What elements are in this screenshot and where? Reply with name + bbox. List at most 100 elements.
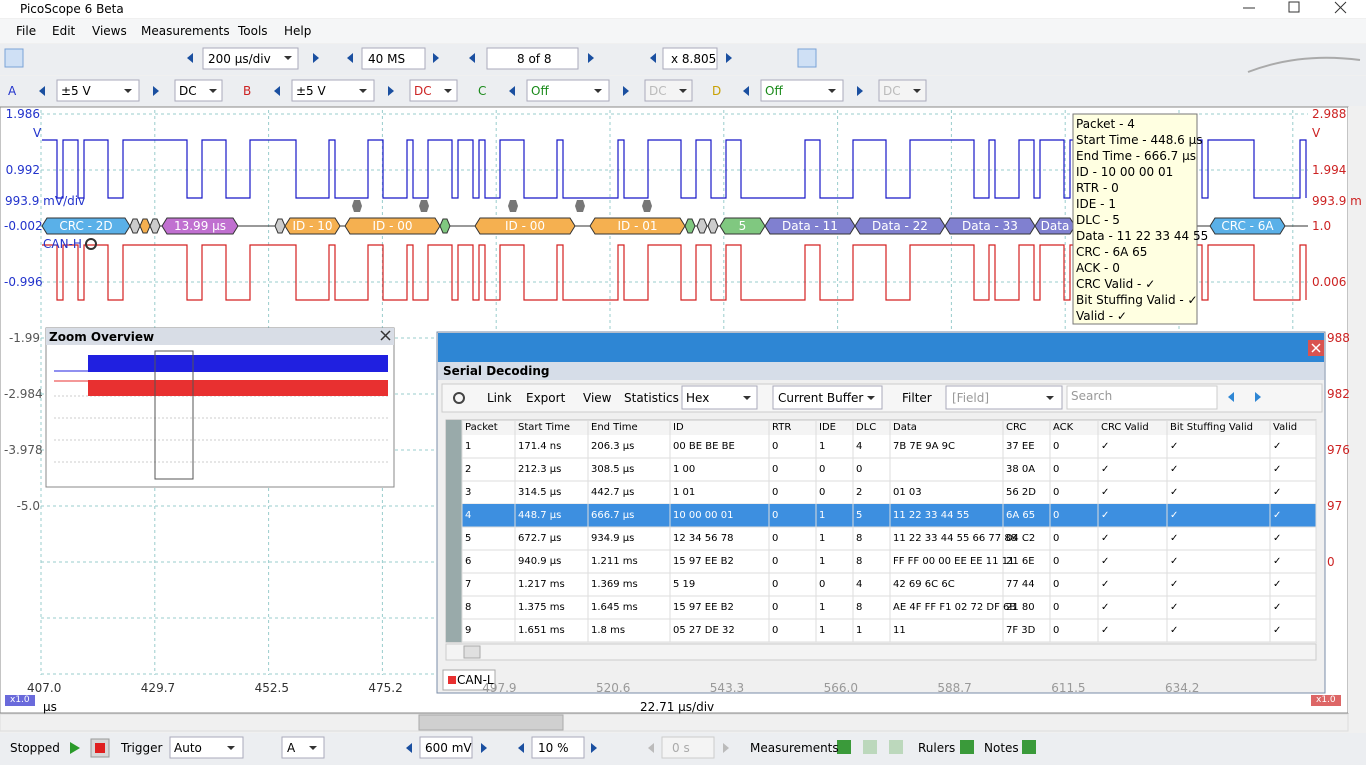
arrow-button[interactable] xyxy=(469,53,475,63)
decode-segment[interactable] xyxy=(284,217,341,235)
coupling-value[interactable]: DC xyxy=(883,84,901,98)
arrow-button[interactable] xyxy=(648,743,654,753)
arrow-button[interactable] xyxy=(274,86,280,96)
arrow-button[interactable] xyxy=(591,743,597,753)
column-header: Packet xyxy=(465,422,498,433)
dropdown-arrow[interactable] xyxy=(1046,396,1054,400)
table-cell: 05 27 DE 32 xyxy=(673,625,735,636)
menu-item[interactable]: Views xyxy=(92,24,127,38)
toolbar-button[interactable]: View xyxy=(583,391,612,405)
range-value[interactable]: ±5 V xyxy=(61,84,91,98)
arrow-button[interactable] xyxy=(347,53,353,63)
dropdown-arrow[interactable] xyxy=(359,89,367,93)
dropdown-arrow[interactable] xyxy=(679,89,687,93)
arrow-button[interactable] xyxy=(313,53,319,63)
dropdown-arrow[interactable] xyxy=(913,89,921,93)
table-cell: 8 xyxy=(856,602,863,613)
search-input[interactable]: Search xyxy=(1071,389,1113,403)
table-cell: 1 xyxy=(819,556,826,567)
arrow-button[interactable] xyxy=(406,743,412,753)
dropdown-arrow[interactable] xyxy=(227,746,235,750)
dropdown-arrow[interactable] xyxy=(594,89,602,93)
arrow-button[interactable] xyxy=(588,53,594,63)
arrow-button[interactable] xyxy=(433,53,439,63)
h-scrollbar xyxy=(445,643,1317,661)
table-cell: 1 01 xyxy=(673,487,696,498)
close[interactable] xyxy=(1334,1,1347,14)
tooltip-line: CRC - 6A 65 xyxy=(1076,245,1148,259)
trigger-channel-value[interactable]: A xyxy=(287,741,296,755)
menu-item[interactable]: Measurements xyxy=(141,24,230,38)
row-header xyxy=(446,420,462,642)
filter-button[interactable]: Filter xyxy=(902,391,932,405)
arrow-button[interactable] xyxy=(650,53,656,63)
arrow-button[interactable] xyxy=(1255,392,1261,402)
menu-item[interactable]: File xyxy=(16,24,37,38)
dropdown-arrow[interactable] xyxy=(828,89,836,93)
table-cell: 1 xyxy=(819,625,826,636)
arrow-button[interactable] xyxy=(726,53,732,63)
table-cell: 1.8 ms xyxy=(591,625,626,636)
field-value[interactable]: [Field] xyxy=(952,391,990,405)
settings-button[interactable] xyxy=(453,392,465,404)
menu-item[interactable]: Edit xyxy=(52,24,76,38)
dropdown-arrow[interactable] xyxy=(284,56,292,60)
notes-label: Notes xyxy=(984,741,1019,755)
toolbar-button[interactable]: Link xyxy=(487,391,512,405)
close[interactable] xyxy=(1311,343,1321,353)
arrow-button[interactable] xyxy=(743,86,749,96)
dropdown-arrow[interactable] xyxy=(124,89,132,93)
arrow-button[interactable] xyxy=(509,86,515,96)
table-cell: ✓ xyxy=(1273,487,1282,498)
range-value[interactable]: Off xyxy=(531,84,549,98)
x-axis-label: 543.3 xyxy=(709,681,745,695)
decode-segment[interactable] xyxy=(1209,217,1286,235)
delay-value[interactable]: 0 s xyxy=(672,741,690,755)
trace-tab-label[interactable]: CAN-L xyxy=(457,673,494,687)
arrow-button[interactable] xyxy=(518,743,524,753)
menu-item[interactable]: Tools xyxy=(238,24,268,38)
table-cell: 1.645 ms xyxy=(591,602,638,613)
arrow-button[interactable] xyxy=(623,86,629,96)
close[interactable] xyxy=(380,330,391,341)
arrow-button[interactable] xyxy=(857,86,863,96)
arrow-button[interactable] xyxy=(1228,392,1234,402)
decode-segment[interactable] xyxy=(474,217,576,235)
trace-settings[interactable] xyxy=(85,238,97,250)
format-value[interactable]: Hex xyxy=(686,391,710,405)
coupling-value[interactable]: DC xyxy=(414,84,432,98)
toolbar-button[interactable]: Export xyxy=(526,391,566,405)
table-cell: 7 xyxy=(465,579,472,590)
table xyxy=(445,419,1317,643)
arrow-button[interactable] xyxy=(388,86,394,96)
dropdown-arrow[interactable] xyxy=(309,746,317,750)
trigger-mode-value[interactable]: Auto xyxy=(174,741,202,755)
buffer-select[interactable]: 8 of 8 xyxy=(517,52,552,66)
arrow-button[interactable] xyxy=(481,743,487,753)
decode-label: ID - 00 xyxy=(372,219,413,233)
arrow-button[interactable] xyxy=(723,743,729,753)
toolbar-button[interactable]: Statistics xyxy=(624,391,679,405)
coupling-value[interactable]: DC xyxy=(179,84,197,98)
decode-segment[interactable] xyxy=(161,217,239,235)
range-value[interactable]: ±5 V xyxy=(296,84,326,98)
threshold-value[interactable]: 600 mV xyxy=(425,741,472,755)
pre-trigger-value[interactable]: 10 % xyxy=(538,741,569,755)
arrow-button[interactable] xyxy=(153,86,159,96)
range-value[interactable]: Off xyxy=(765,84,783,98)
start-button[interactable] xyxy=(70,742,80,754)
tooltip-line: End Time - 666.7 µs xyxy=(1076,149,1196,163)
error-marker xyxy=(508,200,518,212)
dropdown-arrow[interactable] xyxy=(444,89,452,93)
menu-item[interactable]: Help xyxy=(284,24,312,38)
arrow-button[interactable] xyxy=(39,86,45,96)
dropdown-arrow[interactable] xyxy=(209,89,217,93)
dropdown-arrow[interactable] xyxy=(743,396,751,400)
source-value[interactable]: Current Buffer xyxy=(778,391,864,405)
zoom-factor[interactable]: x 8.805 xyxy=(671,52,717,66)
dropdown-arrow[interactable] xyxy=(867,396,875,400)
timebase-select[interactable]: 200 µs/div xyxy=(208,52,271,66)
samples-select[interactable]: 40 MS xyxy=(368,52,406,66)
arrow-button[interactable] xyxy=(187,53,193,63)
coupling-value[interactable]: DC xyxy=(649,84,667,98)
